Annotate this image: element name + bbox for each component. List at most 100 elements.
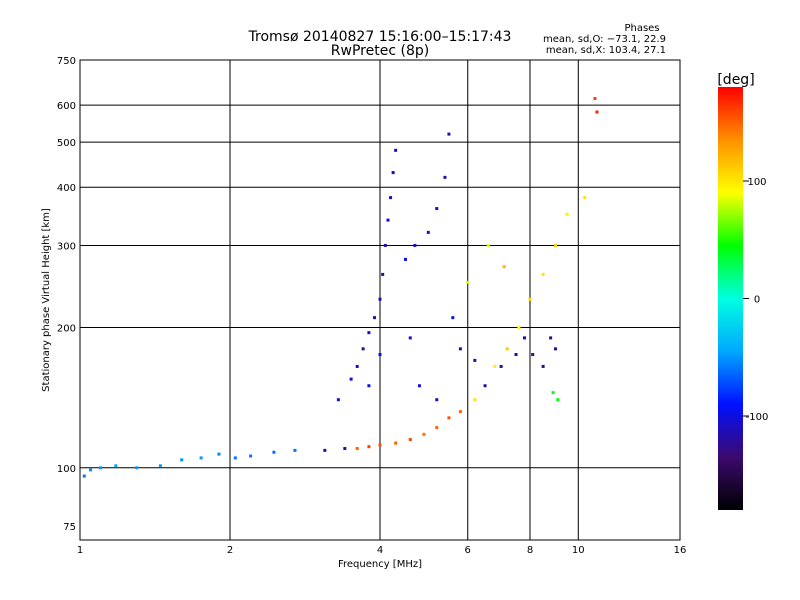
data-point [517,326,521,330]
data-point [435,426,439,430]
data-point [378,353,382,357]
data-point [413,243,417,247]
data-point [422,432,426,436]
data-point [553,243,557,247]
data-point [466,280,470,284]
data-point [583,196,587,200]
data-point [447,416,451,420]
y-tick-label: 300 [57,241,76,252]
data-point [99,466,103,470]
y-tick-label: 600 [57,101,76,112]
data-point [502,265,506,269]
data-point [394,441,398,445]
data-point [383,243,387,247]
data-point [367,331,371,335]
data-point [199,456,203,460]
data-point [381,272,385,276]
data-point [217,452,221,456]
data-point [486,243,490,247]
data-point [551,391,555,395]
x-tick-label: 6 [465,545,471,556]
colorbar-ticks: 100 0 -100 [743,177,768,423]
stats-line-o: mean, sd,O: −73.1, 22.9 [543,34,666,45]
data-point [293,448,297,452]
data-point [426,230,430,234]
y-tick-labels: 75 100 200 300 400 500 600 750 [57,56,76,533]
data-point [367,445,371,449]
data-point [336,398,340,402]
data-point [556,398,560,402]
data-point [408,438,412,442]
data-point [373,316,377,320]
data-point [549,336,553,340]
chart-subtitle: RwPretec (8p) [331,43,429,59]
y-tick-label: 75 [63,522,76,533]
data-point [447,132,451,136]
colorbar-bar [718,87,743,510]
x-tick-label: 16 [674,545,687,556]
data-point [89,468,93,472]
data-point [523,336,527,340]
data-point [483,384,487,388]
data-point [355,447,359,451]
plot-area: 1 2 4 6 8 10 16 75 100 200 300 400 500 600 750 [57,56,686,556]
colorbar-label: [deg] [717,72,754,88]
data-point [565,212,569,216]
chart-title: Tromsø 20140827 15:16:00–15:17:43 [248,29,512,45]
y-tick-label: 200 [57,324,76,335]
x-tick-label: 8 [527,545,533,556]
y-tick-label: 750 [57,56,76,67]
data-point [158,464,162,468]
data-point [408,336,412,340]
data-point [82,474,86,478]
data-point [595,110,599,114]
y-axis-label: Stationary phase Virtual Height [km] [41,208,52,392]
data-point [391,171,395,175]
data-point [355,364,359,368]
x-tick-label: 4 [377,545,383,556]
x-tick-label: 10 [572,545,585,556]
x-tick-label: 1 [77,545,83,556]
colorbar-tick-label: 100 [747,177,766,188]
data-point [367,384,371,388]
data-point [593,97,597,101]
data-point [451,316,455,320]
y-tick-label: 500 [57,138,76,149]
y-tick-label: 100 [57,464,76,475]
data-point [541,272,545,276]
colorbar-tick-label: -100 [746,412,769,423]
data-point [493,364,497,368]
data-point [553,347,557,351]
data-point [394,148,398,152]
x-tick-labels: 1 2 4 6 8 10 16 [77,545,687,556]
data-point [541,364,545,368]
data-point [389,196,393,200]
data-point [435,207,439,211]
data-point [349,377,353,381]
data-point [443,175,447,179]
data-point [343,447,347,451]
data-point [514,353,518,357]
x-axis-label: Frequency [MHz] [338,559,422,570]
data-point [528,297,532,301]
data-point [378,443,382,447]
data-point [378,297,382,301]
data-point [531,353,535,357]
colorbar-tick-label: 0 [754,295,760,306]
data-point [249,454,253,458]
data-point [403,257,407,261]
stats-line-x: mean, sd,X: 103.4, 27.1 [546,45,666,56]
data-point [180,458,184,462]
x-tick-label: 2 [227,545,233,556]
data-point [458,410,462,414]
data-point [505,347,509,351]
data-point [272,450,276,454]
data-point [499,364,503,368]
y-tick-label: 400 [57,183,76,194]
colorbar: [deg] 100 0 -100 [717,72,768,510]
stats-header: Phases [624,23,659,34]
data-point [323,448,327,452]
data-point [473,358,477,362]
data-point [386,218,390,222]
